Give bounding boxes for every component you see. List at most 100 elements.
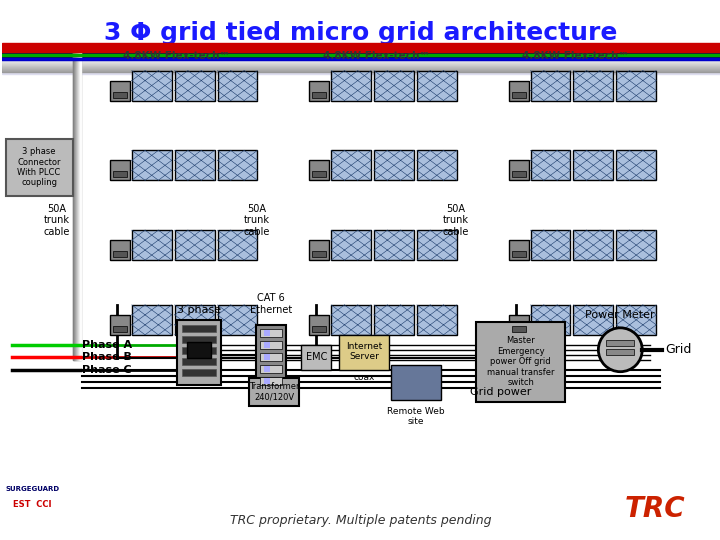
Bar	[261, 329, 282, 337]
Bar	[186, 342, 210, 357]
Bar	[110, 160, 130, 180]
Bar	[309, 240, 329, 260]
Bar	[261, 353, 282, 361]
Bar	[2, 51, 720, 57]
Bar	[531, 150, 570, 180]
Bar	[217, 150, 257, 180]
Text: 4.8KW Flex-tech™: 4.8KW Flex-tech™	[323, 51, 429, 60]
Text: 50A
trunk
cable: 50A trunk cable	[443, 204, 469, 237]
Bar	[508, 80, 528, 100]
Text: 4.8KW Flex-tech™: 4.8KW Flex-tech™	[123, 51, 230, 60]
Bar	[264, 377, 270, 383]
Bar	[113, 171, 127, 177]
Bar	[573, 305, 613, 335]
Bar	[339, 335, 389, 370]
Bar	[113, 326, 127, 332]
Bar	[512, 251, 526, 257]
Text: 3 phase
Connector
With PLCC
coupling: 3 phase Connector With PLCC coupling	[17, 147, 60, 187]
Bar	[374, 305, 414, 335]
Bar	[181, 336, 215, 343]
Bar	[132, 305, 171, 335]
Bar	[175, 150, 215, 180]
Bar	[616, 305, 656, 335]
Bar	[417, 230, 456, 260]
Bar	[573, 230, 613, 260]
Bar	[132, 150, 171, 180]
Bar	[73, 51, 74, 360]
Text: CAT 6
Ethernet: CAT 6 Ethernet	[251, 293, 292, 315]
Bar	[113, 92, 127, 98]
Bar	[181, 369, 215, 376]
Text: 50A
trunk
cable: 50A trunk cable	[243, 204, 269, 237]
Bar	[78, 51, 79, 360]
Bar	[312, 326, 326, 332]
Bar	[531, 71, 570, 100]
Bar	[181, 347, 215, 354]
Bar	[77, 51, 78, 360]
Text: EST  CCI: EST CCI	[13, 500, 51, 509]
Bar	[132, 230, 171, 260]
Bar	[606, 349, 634, 355]
Bar	[309, 80, 329, 100]
Bar	[417, 305, 456, 335]
Bar	[331, 150, 371, 180]
Bar	[512, 171, 526, 177]
Bar	[616, 71, 656, 100]
FancyBboxPatch shape	[6, 139, 73, 196]
Bar	[391, 364, 441, 400]
Bar	[256, 325, 287, 395]
Bar	[476, 322, 565, 402]
Bar	[73, 51, 81, 360]
Text: Phase C: Phase C	[82, 364, 132, 375]
Bar	[374, 230, 414, 260]
Text: 4.8KW Flex-tech™: 4.8KW Flex-tech™	[522, 51, 629, 60]
Bar	[113, 251, 127, 257]
Bar	[331, 230, 371, 260]
Text: Master
Emergency
power Off grid
manual transfer
switch: Master Emergency power Off grid manual t…	[487, 336, 554, 387]
Bar	[110, 315, 130, 335]
Bar	[531, 305, 570, 335]
Bar	[261, 341, 282, 349]
Text: coax: coax	[354, 373, 374, 382]
Bar	[110, 240, 130, 260]
Bar	[264, 354, 270, 360]
Bar	[249, 377, 300, 406]
Bar	[309, 160, 329, 180]
Bar	[74, 51, 75, 360]
Bar	[573, 150, 613, 180]
Bar	[616, 150, 656, 180]
Bar	[2, 56, 720, 73]
Text: Transformer
240/120V: Transformer 240/120V	[249, 382, 300, 401]
Text: TRC proprietary. Multiple patents pending: TRC proprietary. Multiple patents pendin…	[230, 514, 492, 527]
Text: 50A
trunk
cable: 50A trunk cable	[44, 204, 70, 237]
Bar	[512, 92, 526, 98]
Bar	[508, 240, 528, 260]
Bar	[374, 150, 414, 180]
Text: SURGEGUARD: SURGEGUARD	[5, 487, 59, 492]
Text: Remote Web
site: Remote Web site	[387, 407, 445, 426]
Bar	[175, 230, 215, 260]
Bar	[512, 326, 526, 332]
Bar	[312, 92, 326, 98]
Bar	[374, 71, 414, 100]
Bar	[175, 71, 215, 100]
Bar	[312, 171, 326, 177]
Bar	[110, 80, 130, 100]
Bar	[312, 251, 326, 257]
Bar	[261, 377, 282, 384]
Bar	[417, 150, 456, 180]
Bar	[175, 305, 215, 335]
Text: Phase A: Phase A	[82, 340, 132, 350]
Bar	[132, 71, 171, 100]
Bar	[2, 43, 720, 50]
Bar	[217, 71, 257, 100]
Bar	[80, 51, 81, 360]
Bar	[217, 230, 257, 260]
Bar	[301, 345, 331, 370]
Bar	[331, 71, 371, 100]
Text: 3 Φ grid tied micro grid architecture: 3 Φ grid tied micro grid architecture	[104, 21, 618, 45]
Bar	[217, 305, 257, 335]
Bar	[508, 160, 528, 180]
Bar	[264, 342, 270, 348]
Bar	[606, 340, 634, 346]
